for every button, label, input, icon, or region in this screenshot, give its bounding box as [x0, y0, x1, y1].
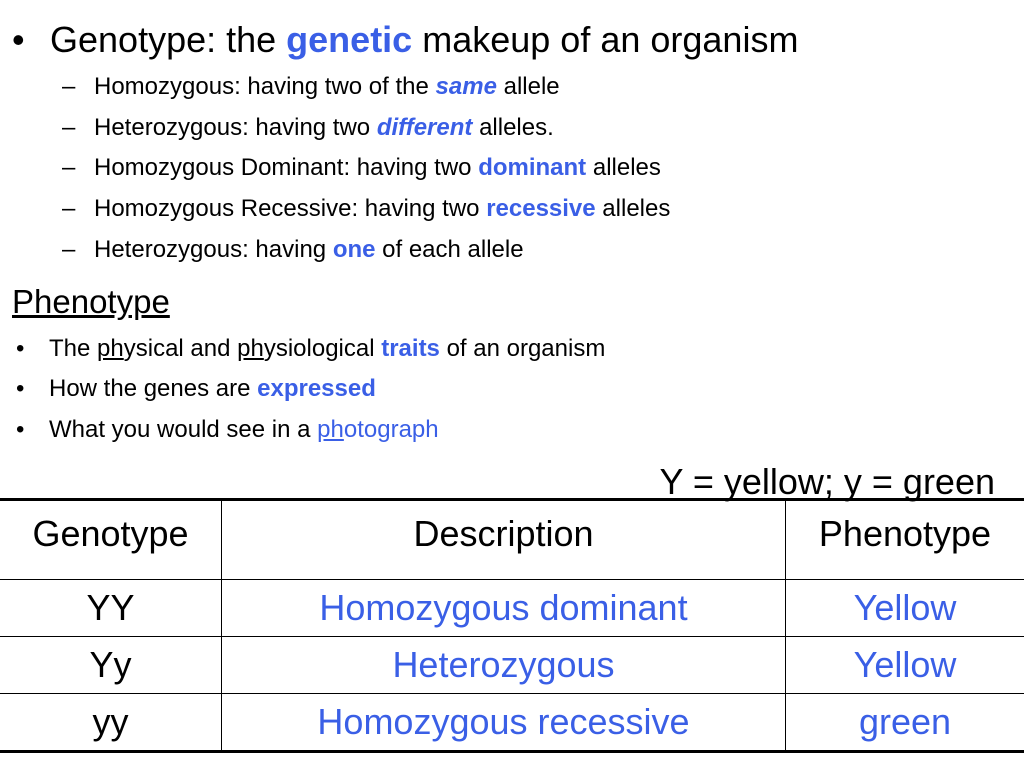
- cell-genotype: Yy: [0, 636, 222, 694]
- phenotype-bullet: • How the genes are expressed: [16, 377, 376, 401]
- text-segment: The: [49, 335, 98, 362]
- text-segment: Homozygous Recessive: having two: [94, 195, 487, 222]
- cell-description: Heterozygous: [221, 636, 786, 694]
- bullet: •: [16, 375, 25, 402]
- text-segment: allele: [496, 73, 560, 100]
- text-segment: traits: [381, 335, 440, 362]
- text-segment: expressed: [257, 375, 376, 402]
- bullet: –: [62, 114, 76, 141]
- bullet: •: [16, 416, 25, 443]
- text-segment: Genotype: the: [50, 19, 287, 60]
- genotype-subitem: – Homozygous Dominant: having two dominan…: [62, 156, 661, 180]
- genotype-subitem: – Homozygous: having two of the same alle…: [62, 75, 560, 99]
- table-row: YY Homozygous dominant Yellow: [0, 579, 1024, 637]
- allele-key: Y = yellow; y = green: [659, 461, 995, 502]
- cell-phenotype: Yellow: [785, 636, 1024, 694]
- text-segment: ph: [97, 335, 124, 362]
- text-segment: alleles.: [472, 114, 554, 141]
- bullet: –: [62, 236, 76, 263]
- text-segment: of each allele: [375, 236, 524, 263]
- text-segment: ysiological: [263, 335, 382, 362]
- bullet: –: [62, 154, 76, 181]
- text-segment: dominant: [478, 154, 587, 181]
- text-segment: ph: [317, 416, 344, 443]
- cell-phenotype: green: [785, 693, 1024, 753]
- text-segment: alleles: [595, 195, 671, 222]
- text-segment: ph: [237, 335, 264, 362]
- text-segment: Heterozygous: having two: [94, 114, 377, 141]
- header-genotype: Genotype: [0, 498, 222, 580]
- text-segment: Heterozygous: having: [94, 236, 333, 263]
- text-segment: How the genes are: [49, 375, 258, 402]
- table-header-row: Genotype Description Phenotype: [0, 498, 1024, 580]
- text-segment: What you would see in a: [49, 416, 318, 443]
- genotype-phenotype-table: Genotype Description Phenotype YY Homozy…: [0, 498, 1024, 753]
- phenotype-heading: Phenotype: [12, 283, 170, 320]
- genotype-subitem: – Heterozygous: having one of each allele: [62, 238, 524, 262]
- text-segment: Homozygous: having two of the: [94, 73, 436, 100]
- text-segment: ysical and: [123, 335, 238, 362]
- text-segment: different: [376, 114, 473, 141]
- bullet: –: [62, 195, 76, 222]
- text-segment: Homozygous Dominant: having two: [94, 154, 479, 181]
- phenotype-bullet: • The physical and physiological traits o…: [16, 337, 605, 361]
- cell-genotype: YY: [0, 579, 222, 637]
- bullet: •: [12, 19, 25, 60]
- text-segment: genetic: [286, 19, 413, 60]
- text-segment: alleles: [586, 154, 661, 181]
- genotype-subitem: – Homozygous Recessive: having two recess…: [62, 197, 670, 221]
- text-segment: recessive: [486, 195, 596, 222]
- table-row: Yy Heterozygous Yellow: [0, 636, 1024, 694]
- cell-description: Homozygous recessive: [221, 693, 786, 753]
- genotype-definition: • Genotype: the genetic makeup of an orga…: [12, 22, 798, 58]
- text-segment: one: [332, 236, 376, 263]
- cell-genotype: yy: [0, 693, 222, 753]
- phenotype-bullet: • What you would see in a photograph: [16, 418, 439, 442]
- header-phenotype: Phenotype: [785, 498, 1024, 580]
- text-segment: same: [435, 73, 497, 100]
- bullet: –: [62, 73, 76, 100]
- header-description: Description: [221, 498, 786, 580]
- cell-phenotype: Yellow: [785, 579, 1024, 637]
- bullet: •: [16, 335, 25, 362]
- genotype-subitem: – Heterozygous: having two different alle…: [62, 116, 554, 140]
- text-segment: of an organism: [439, 335, 606, 362]
- text-segment: makeup of an organism: [412, 19, 799, 60]
- text-segment: otograph: [343, 416, 439, 443]
- table-row: yy Homozygous recessive green: [0, 693, 1024, 753]
- cell-description: Homozygous dominant: [221, 579, 786, 637]
